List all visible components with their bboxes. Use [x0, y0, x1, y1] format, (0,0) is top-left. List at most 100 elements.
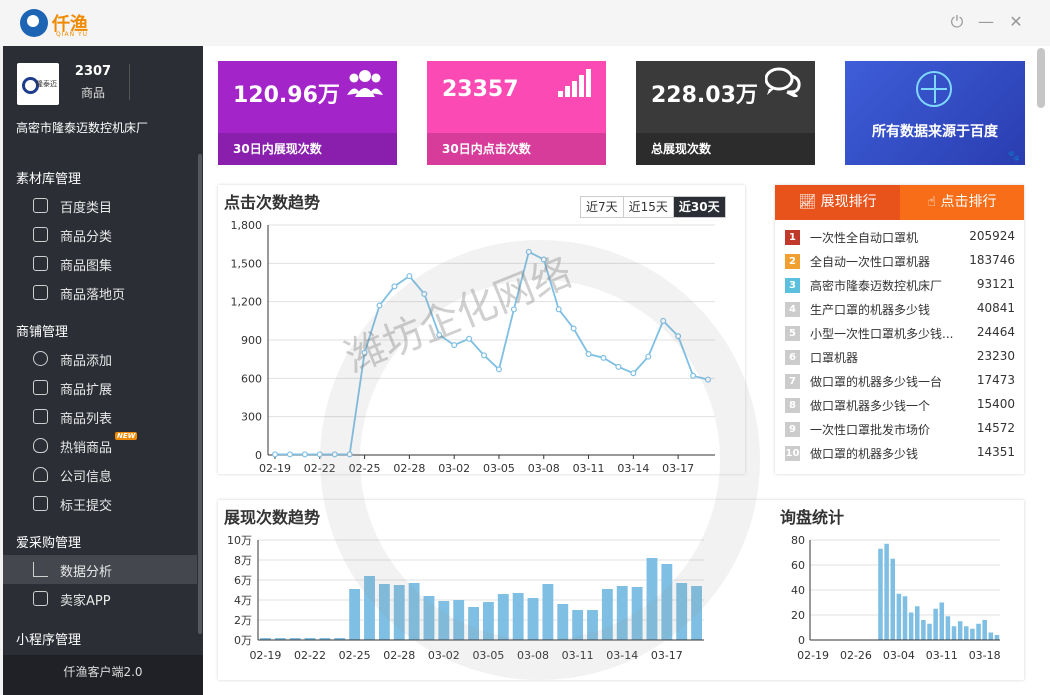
x-tick-label: 03-18	[969, 649, 1001, 662]
section-title-purchase[interactable]: 爱采购管理	[16, 536, 82, 551]
list-item[interactable]: 6 口罩机器 23230	[785, 347, 1015, 369]
rank-number: 3	[785, 278, 800, 293]
bar	[951, 626, 957, 640]
stat-value: 228.03万	[651, 83, 758, 108]
sidebar-item-data-analysis[interactable]: 数据分析	[3, 555, 197, 584]
x-tick-label: 03-04	[883, 649, 915, 662]
rank-number: 10	[785, 446, 800, 461]
sidebar-item-product-list[interactable]: 商品列表	[3, 402, 197, 431]
flame-icon	[33, 438, 48, 453]
data-point	[361, 349, 368, 356]
list-item[interactable]: 7 做口罩的机器多少钱一台 17473	[785, 371, 1015, 393]
bar	[884, 543, 889, 640]
list-item[interactable]: 9 一次性口罩批发市场价 14572	[785, 419, 1015, 441]
brand-logo-icon	[20, 9, 48, 37]
list-item[interactable]: 5 小型一次性口罩机多少钱... 24464	[785, 323, 1015, 345]
sidebar-item-baidu-category[interactable]: 百度类目	[3, 191, 197, 220]
x-tick-label: 03-08	[517, 649, 549, 662]
y-tick-label: 0	[798, 634, 805, 647]
stat-value: 120.96万	[233, 83, 340, 108]
grid-icon	[33, 198, 48, 213]
section-title-mini-program[interactable]: 小程序管理	[16, 633, 82, 648]
bar	[438, 601, 450, 640]
bar	[468, 607, 479, 640]
brand-name: 仟渔	[52, 14, 88, 35]
sidebar-item-product-extend[interactable]: 商品扩展	[3, 373, 197, 402]
range-30d-button[interactable]: 近30天	[672, 197, 725, 217]
main-scrollbar[interactable]	[1037, 48, 1045, 108]
x-tick-label: 03-17	[651, 649, 683, 662]
printer-icon	[33, 591, 48, 606]
tab-impression-ranking[interactable]: 📈︎ 展现排行	[775, 185, 900, 220]
sidebar-item-seller-app[interactable]: 卖家APP	[3, 584, 197, 613]
data-point	[421, 290, 428, 297]
close-button[interactable]: ✕	[1009, 12, 1023, 31]
click-trend-panel: 点击次数趋势 近7天 近15天 近30天 0 300 600 900 1,200 1,50…	[218, 185, 745, 474]
series-line	[275, 250, 709, 456]
baidu-source-text: 所有数据来源于百度	[872, 124, 998, 140]
list-item[interactable]: 3 高密市隆泰迈数控机床厂 93121	[785, 275, 1015, 297]
data-point	[331, 451, 338, 458]
y-tick-label: 1,500	[231, 257, 263, 270]
list-item[interactable]: 1 一次性全自动口罩机 205924	[785, 227, 1015, 249]
bar	[542, 584, 554, 640]
data-point	[346, 451, 353, 458]
sidebar-footer: 仟渔客户端2.0	[3, 655, 203, 695]
brand-sub: QIAN YU	[56, 31, 89, 38]
x-tick-label: 02-25	[339, 649, 371, 662]
rank-value: 15400	[976, 397, 1015, 411]
sidebar-item-product-gallery[interactable]: 商品图集	[3, 249, 197, 278]
list-item[interactable]: 8 做口罩机器多少钱一个 15400	[785, 395, 1015, 417]
check-box-icon	[33, 380, 48, 395]
bar	[921, 620, 926, 640]
bar	[319, 638, 331, 640]
sidebar-item-label: 商品图集	[60, 259, 113, 274]
section-title-material[interactable]: 素材库管理	[16, 172, 82, 187]
tab-click-ranking[interactable]: ☝︎ 点击排行	[900, 185, 1024, 220]
sidebar-item-label: 商品分类	[60, 230, 113, 245]
inbox-icon	[33, 496, 48, 511]
sidebar-item-hot-products[interactable]: 热销商品 NEW	[3, 431, 197, 460]
bar	[988, 632, 994, 640]
data-point	[510, 306, 517, 313]
sidebar-item-landing-page[interactable]: 商品落地页	[3, 278, 197, 307]
sidebar-item-label: 商品列表	[60, 412, 113, 427]
range-7d-button[interactable]: 近7天	[581, 197, 623, 217]
minimize-button[interactable]: —	[978, 12, 994, 31]
data-point	[675, 333, 682, 340]
product-count-label: 商品	[80, 86, 105, 100]
bar	[601, 589, 613, 640]
data-point	[436, 331, 443, 338]
bar	[964, 626, 969, 640]
data-point	[570, 325, 577, 332]
range-15d-button[interactable]: 近15天	[622, 197, 673, 217]
x-tick-label: 02-26	[840, 649, 872, 662]
sidebar-item-product-category[interactable]: 商品分类	[3, 220, 197, 249]
bar	[572, 610, 584, 640]
y-tick-label: 0万	[234, 634, 252, 647]
sidebar-item-label: 百度类目	[60, 201, 113, 216]
list-item[interactable]: 4 生产口罩的机器多少钱 40841	[785, 299, 1015, 321]
bar	[587, 610, 598, 640]
list-item[interactable]: 10 做口罩的机器多少钱 14351	[785, 443, 1015, 465]
section-title-shop[interactable]: 商铺管理	[16, 325, 69, 340]
y-tick-label: 6万	[234, 574, 252, 587]
bar	[976, 623, 981, 640]
sidebar-item-add-product[interactable]: 商品添加	[3, 344, 197, 373]
sidebar-scrollbar[interactable]	[198, 154, 202, 634]
bar-chart-icon	[33, 562, 48, 577]
y-tick-label: 1,200	[231, 296, 263, 309]
list-item[interactable]: 2 全自动一次性口罩机器 183746	[785, 251, 1015, 273]
sidebar-item-submit[interactable]: 标王提交	[3, 489, 197, 518]
stat-label: 30日内点击次数	[427, 133, 606, 165]
sidebar-item-company-info[interactable]: 公司信息	[3, 460, 197, 489]
bar	[616, 586, 628, 640]
company-logo-text: 隆泰迈	[36, 80, 57, 88]
power-icon[interactable]: ⏻	[950, 12, 964, 31]
tab-label: 点击排行	[940, 194, 997, 210]
data-point	[271, 451, 278, 458]
bar	[631, 587, 643, 640]
impression-trend-chart: 0万 2万 4万 6万 8万 10万 02-19 02-22 02-25 02-28 03-02 03…	[227, 534, 704, 662]
rank-keyword: 高密市隆泰迈数控机床厂	[810, 279, 943, 293]
